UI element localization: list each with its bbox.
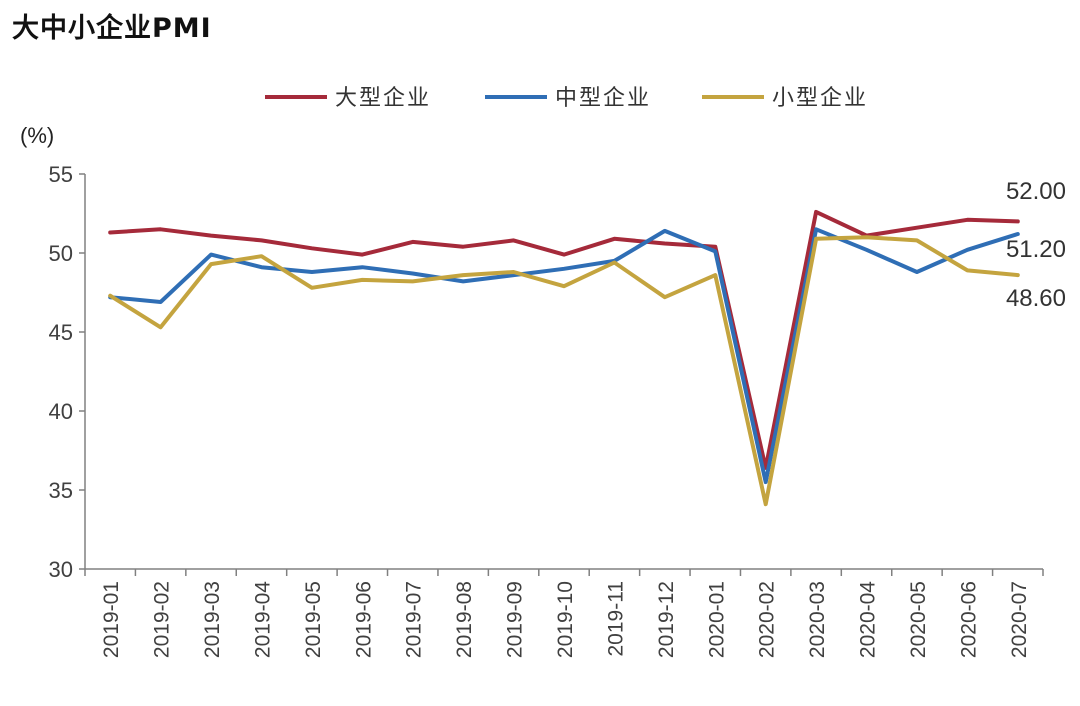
end-value-label-0: 52.00: [1006, 178, 1066, 205]
x-tick-label: 2019-05: [302, 581, 325, 658]
x-tick-label: 2020-02: [756, 581, 779, 658]
x-tick-label: 2019-07: [403, 581, 426, 658]
x-tick-label: 2020-05: [907, 581, 930, 658]
x-tick-label: 2020-06: [957, 581, 980, 658]
series-line-1: [108, 227, 1020, 485]
series-line-0: [108, 209, 1020, 470]
x-tick-label: 2019-06: [352, 581, 375, 658]
legend: 大型企业 中型企业 小型企业: [265, 86, 868, 111]
x-tick-label: 2019-03: [201, 581, 224, 658]
end-value-label-1: 51.20: [1006, 236, 1066, 263]
series-lines: [108, 209, 1020, 507]
x-tick-label: 2019-01: [100, 581, 123, 658]
x-tick-label: 2019-08: [453, 581, 476, 658]
legend-label-0: 大型企业: [335, 86, 431, 111]
legend-label-2: 小型企业: [772, 86, 868, 111]
legend-label-1: 中型企业: [555, 86, 651, 111]
end-labels: 52.00 51.20 48.60: [1006, 178, 1066, 312]
y-axis-label: (%): [20, 123, 54, 148]
x-tick-label: 2020-01: [705, 581, 728, 658]
y-tick-label: 45: [49, 320, 73, 345]
x-tick-label: 2019-10: [554, 581, 577, 658]
page-title: 大中小企业PMI: [12, 13, 212, 44]
series-line-2: [108, 235, 1020, 507]
x-tick-label: 2020-03: [806, 581, 829, 658]
y-tick-label: 30: [49, 557, 73, 582]
x-tick-label: 2020-04: [857, 581, 880, 658]
x-tick-label: 2019-12: [655, 581, 678, 658]
x-tick-label: 2019-04: [251, 581, 274, 658]
y-tick-label: 55: [49, 162, 73, 187]
y-tick-label: 35: [49, 478, 73, 503]
y-tick-label: 40: [49, 399, 73, 424]
x-tick-label: 2019-11: [604, 581, 627, 657]
x-tick-label: 2019-09: [504, 581, 527, 658]
x-tick-label: 2019-02: [151, 581, 174, 658]
end-value-label-2: 48.60: [1006, 285, 1066, 312]
y-tick-label: 50: [49, 241, 73, 266]
axes: 30 35 40 45 50 55 (%) 2019-01 2019-02 2019-03 2019…: [20, 123, 1044, 658]
x-tick-label: 2020-07: [1008, 581, 1031, 658]
